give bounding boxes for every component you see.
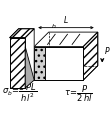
Polygon shape xyxy=(34,47,45,80)
Text: $L$: $L$ xyxy=(62,14,68,25)
Polygon shape xyxy=(83,32,97,80)
Text: $\tau\!=\!\dfrac{P}{2\,hl}$: $\tau\!=\!\dfrac{P}{2\,hl}$ xyxy=(64,83,92,104)
Polygon shape xyxy=(45,47,83,80)
Polygon shape xyxy=(25,47,34,88)
Text: $h$: $h$ xyxy=(52,59,58,68)
Text: $P$: $P$ xyxy=(103,45,110,56)
Text: $h$: $h$ xyxy=(51,22,56,30)
Polygon shape xyxy=(34,32,97,47)
Polygon shape xyxy=(10,38,25,88)
Text: $\sigma_b\!=\!\dfrac{3\,PL}{hl^2}$: $\sigma_b\!=\!\dfrac{3\,PL}{hl^2}$ xyxy=(2,82,37,105)
Polygon shape xyxy=(25,29,34,88)
Polygon shape xyxy=(10,29,34,38)
